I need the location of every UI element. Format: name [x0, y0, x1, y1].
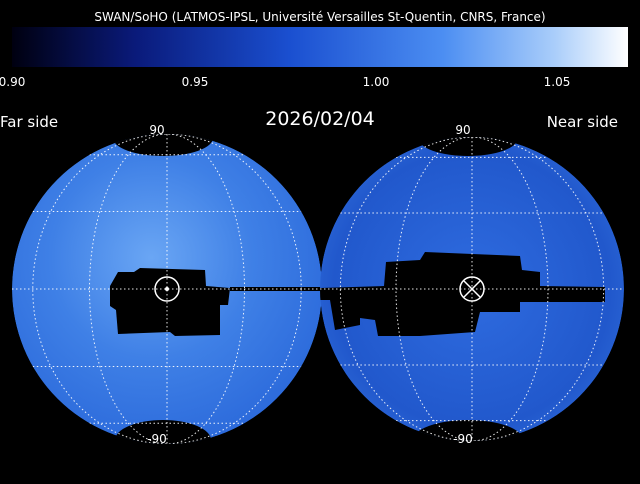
colorbar-tick-label: 0.90	[0, 75, 25, 89]
colorbar-tick-label: 1.00	[363, 75, 390, 89]
far-side-label: Far side	[0, 113, 58, 131]
polar-cap	[418, 137, 518, 156]
masked-region	[320, 252, 605, 336]
sun-marker	[154, 276, 180, 302]
far-side-map	[12, 134, 322, 444]
pole-label: -90	[453, 432, 473, 446]
polar-cap	[113, 134, 213, 156]
antisun-marker	[463, 280, 481, 298]
colorbar	[12, 27, 628, 67]
antisun-marker	[459, 276, 485, 302]
sun-marker	[165, 287, 169, 291]
polar-cap	[115, 420, 211, 444]
colorbar-tick-label: 1.05	[544, 75, 571, 89]
meridian	[339, 137, 605, 441]
colorbar-ticks: 0.90 0.95 1.00 1.05	[0, 75, 570, 89]
title: SWAN/SoHO (LATMOS-IPSL, Université Versa…	[94, 10, 545, 24]
pole-label: 90	[149, 123, 164, 137]
near-side-label: Near side	[547, 113, 618, 131]
pole-label: -90	[147, 432, 167, 446]
date: 2026/02/04	[265, 108, 375, 130]
colorbar-tick-label: 0.95	[182, 75, 209, 89]
polar-cap	[413, 420, 523, 441]
masked-region	[110, 268, 230, 336]
pole-label: 90	[455, 123, 470, 137]
